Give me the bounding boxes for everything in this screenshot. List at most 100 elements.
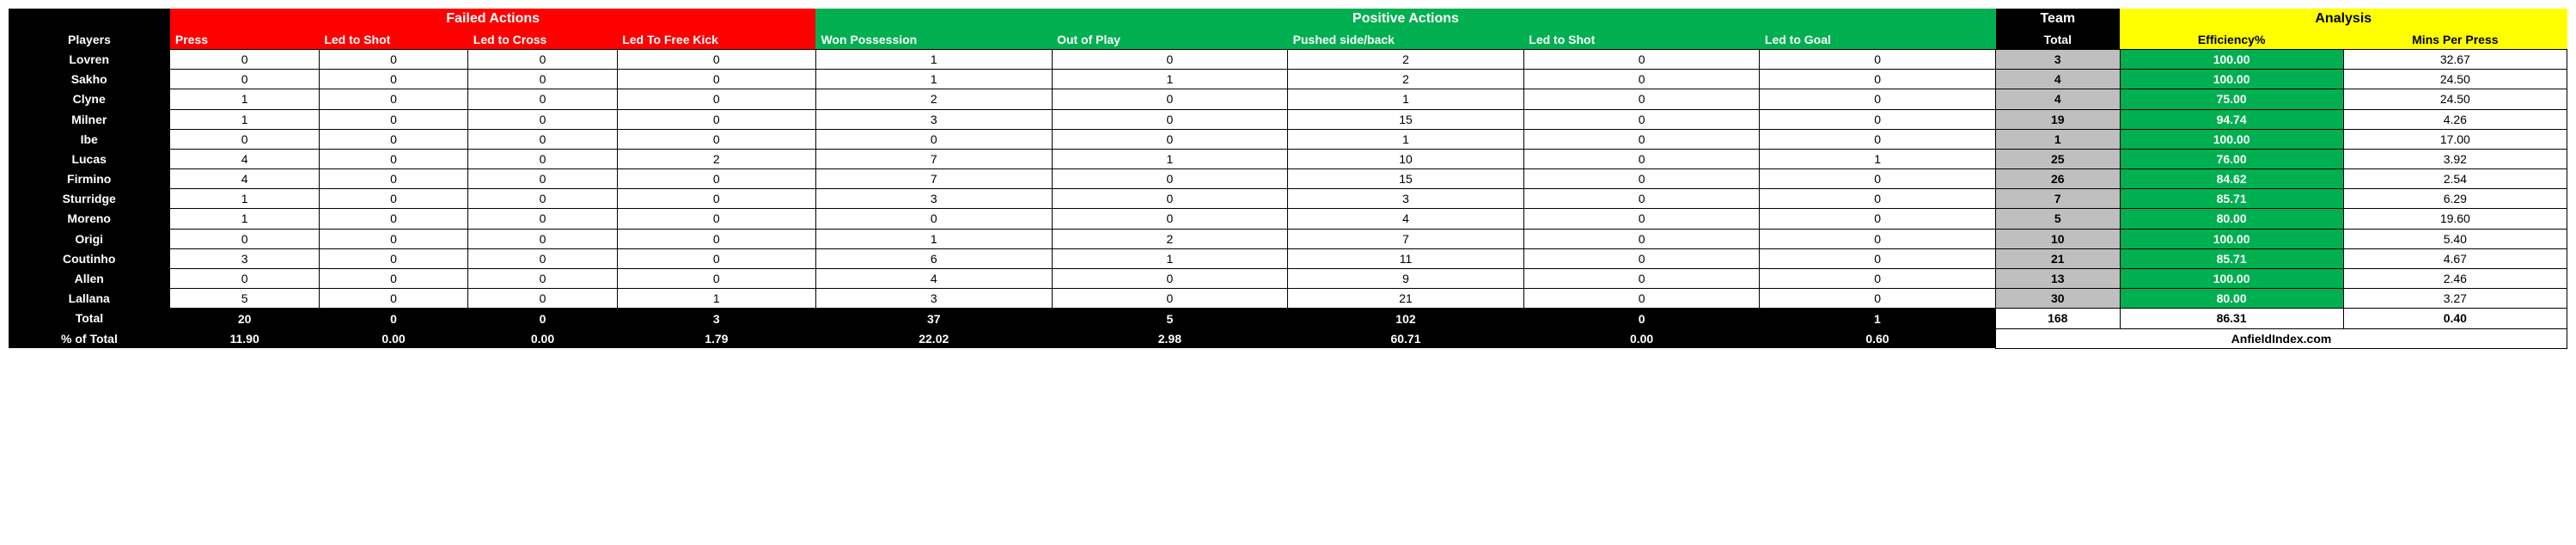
total-ltfk: 3 xyxy=(617,309,815,328)
cell-ltg: 0 xyxy=(1760,289,1996,309)
cell-press: 0 xyxy=(170,269,319,289)
cell-oop: 0 xyxy=(1052,289,1288,309)
cell-press: 0 xyxy=(170,229,319,248)
total-wp: 37 xyxy=(815,309,1052,328)
cell-psb: 1 xyxy=(1288,129,1524,149)
players-col-header: Players xyxy=(9,30,170,50)
ledcross-col-header: Led to Cross xyxy=(468,30,617,50)
cell-oop: 0 xyxy=(1052,269,1288,289)
cell-ltfk: 0 xyxy=(617,89,815,109)
player-name: Sakho xyxy=(9,70,170,89)
total-press: 20 xyxy=(170,309,319,328)
total-ltg: 1 xyxy=(1760,309,1996,328)
cell-ltsf: 0 xyxy=(319,49,467,69)
cell-ltg: 0 xyxy=(1760,209,1996,229)
ledshot-p-col-header: Led to Shot xyxy=(1523,30,1760,50)
pct-ltsf: 0.00 xyxy=(319,328,467,348)
player-row: Sturridge100030300785.716.29 xyxy=(9,189,2567,209)
cell-press: 0 xyxy=(170,129,319,149)
ledshot-f-col-header: Led to Shot xyxy=(319,30,467,50)
analysis-header: Analysis xyxy=(2120,9,2567,30)
cell-ltsp: 0 xyxy=(1523,129,1760,149)
cell-total: 5 xyxy=(1996,209,2121,229)
cell-oop: 0 xyxy=(1052,89,1288,109)
cell-wp: 3 xyxy=(815,289,1052,309)
player-row: Lovren0000102003100.0032.67 xyxy=(9,49,2567,69)
cell-total: 7 xyxy=(1996,189,2121,209)
total-psb: 102 xyxy=(1288,309,1524,328)
player-row: Coutinho30006111002185.714.67 xyxy=(9,248,2567,268)
cell-total: 3 xyxy=(1996,49,2121,69)
cell-wp: 3 xyxy=(815,109,1052,129)
cell-ltfk: 2 xyxy=(617,149,815,168)
cell-ltg: 0 xyxy=(1760,269,1996,289)
positive-actions-header: Positive Actions xyxy=(815,9,1995,30)
cell-ltc: 0 xyxy=(468,289,617,309)
cell-ltsp: 0 xyxy=(1523,289,1760,309)
cell-oop: 2 xyxy=(1052,229,1288,248)
player-name: Allen xyxy=(9,269,170,289)
cell-eff: 100.00 xyxy=(2120,229,2343,248)
cell-total: 21 xyxy=(1996,248,2121,268)
cell-mpp: 4.67 xyxy=(2343,248,2567,268)
cell-ltsf: 0 xyxy=(319,89,467,109)
cell-eff: 100.00 xyxy=(2120,129,2343,149)
cell-ltsf: 0 xyxy=(319,289,467,309)
player-row: Sakho0000112004100.0024.50 xyxy=(9,70,2567,89)
cell-wp: 7 xyxy=(815,149,1052,168)
cell-mpp: 2.46 xyxy=(2343,269,2567,289)
cell-total: 30 xyxy=(1996,289,2121,309)
efficiency-col-header: Efficiency% xyxy=(2120,30,2343,50)
cell-oop: 0 xyxy=(1052,209,1288,229)
cell-ltfk: 0 xyxy=(617,248,815,268)
cell-ltsf: 0 xyxy=(319,109,467,129)
cell-oop: 0 xyxy=(1052,169,1288,189)
cell-press: 0 xyxy=(170,49,319,69)
cell-psb: 4 xyxy=(1288,209,1524,229)
cell-total: 25 xyxy=(1996,149,2121,168)
cell-ltfk: 0 xyxy=(617,129,815,149)
cell-ltsp: 0 xyxy=(1523,49,1760,69)
player-name: Lovren xyxy=(9,49,170,69)
cell-wp: 6 xyxy=(815,248,1052,268)
pct-psb: 60.71 xyxy=(1288,328,1524,348)
player-row: Origi00001270010100.005.40 xyxy=(9,229,2567,248)
total-row: Total 20 0 0 3 37 5 102 0 1 168 86.31 0.… xyxy=(9,309,2567,328)
cell-mpp: 4.26 xyxy=(2343,109,2567,129)
player-row: Lallana50013021003080.003.27 xyxy=(9,289,2567,309)
cell-eff: 100.00 xyxy=(2120,70,2343,89)
cell-mpp: 6.29 xyxy=(2343,189,2567,209)
corner-blank xyxy=(9,9,170,30)
total-oop: 5 xyxy=(1052,309,1288,328)
cell-wp: 1 xyxy=(815,70,1052,89)
cell-ltc: 0 xyxy=(468,169,617,189)
cell-press: 3 xyxy=(170,248,319,268)
cell-ltfk: 0 xyxy=(617,109,815,129)
wonposs-col-header: Won Possession xyxy=(815,30,1052,50)
player-row: Ibe0000001001100.0017.00 xyxy=(9,129,2567,149)
cell-eff: 94.74 xyxy=(2120,109,2343,129)
cell-eff: 84.62 xyxy=(2120,169,2343,189)
cell-ltfk: 0 xyxy=(617,269,815,289)
cell-psb: 15 xyxy=(1288,109,1524,129)
cell-ltfk: 0 xyxy=(617,229,815,248)
pct-wp: 22.02 xyxy=(815,328,1052,348)
cell-oop: 0 xyxy=(1052,129,1288,149)
cell-total: 13 xyxy=(1996,269,2121,289)
cell-ltg: 0 xyxy=(1760,109,1996,129)
cell-ltc: 0 xyxy=(468,248,617,268)
total-eff: 86.31 xyxy=(2120,309,2343,328)
cell-oop: 1 xyxy=(1052,70,1288,89)
cell-psb: 11 xyxy=(1288,248,1524,268)
cell-ltsf: 0 xyxy=(319,149,467,168)
cell-ltc: 0 xyxy=(468,89,617,109)
player-name: Origi xyxy=(9,229,170,248)
cell-ltsp: 0 xyxy=(1523,209,1760,229)
cell-ltsp: 0 xyxy=(1523,109,1760,129)
cell-ltg: 0 xyxy=(1760,189,1996,209)
player-name: Moreno xyxy=(9,209,170,229)
cell-psb: 21 xyxy=(1288,289,1524,309)
total-label: Total xyxy=(9,309,170,328)
cell-ltg: 0 xyxy=(1760,169,1996,189)
pct-ltsp: 0.00 xyxy=(1523,328,1760,348)
